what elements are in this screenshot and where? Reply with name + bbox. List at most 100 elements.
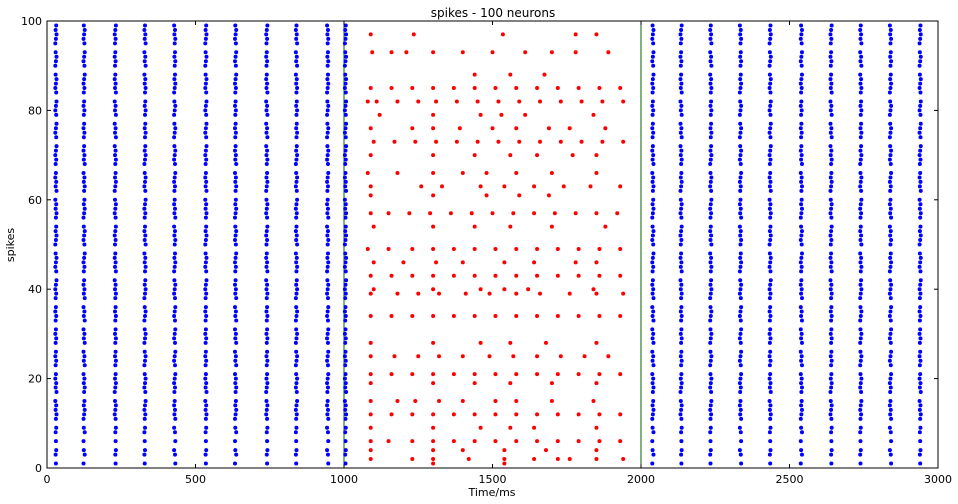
spike-point [678,32,683,37]
spike-point [294,425,299,430]
spike-point [678,242,683,247]
spike-point [264,153,269,158]
spike-point [859,264,864,269]
spike-point [265,305,270,310]
spike-point [561,184,566,189]
spike-point [532,457,537,462]
spike-point [532,425,537,430]
spike-point [368,439,373,444]
spike-point [113,287,118,292]
spike-point [53,398,58,403]
spike-point [344,233,349,238]
spike-point [799,233,804,238]
spike-point [264,430,269,435]
spike-point [173,296,178,301]
spike-point [799,358,804,363]
spike-point [295,331,300,336]
spike-point [768,179,773,184]
spike-point [343,215,348,220]
spike-point [142,340,147,345]
spike-point [859,54,864,59]
spike-point [678,77,683,82]
spike-point [887,381,892,386]
spike-point [53,81,58,86]
spike-point [233,425,238,430]
spike-point [858,282,863,287]
spike-point [917,264,922,269]
spike-point [738,242,743,247]
spike-point [293,229,298,234]
spike-point [410,314,415,319]
spike-point [767,331,772,336]
spike-point [264,72,269,77]
spike-point [918,372,923,377]
spike-point [651,242,656,247]
spike-point [264,255,269,260]
spike-point [294,121,299,126]
spike-point [679,291,684,296]
spike-point [172,398,177,403]
spike-point [606,50,611,55]
spike-point [204,336,209,341]
spike-point [651,175,656,180]
spike-point [493,246,498,251]
spike-point [325,331,330,336]
spike-point [342,86,347,91]
spike-point [295,130,300,135]
spike-point [767,130,772,135]
spike-point [798,372,803,377]
spike-point [325,144,330,149]
spike-point [172,153,177,158]
spike-point [142,349,147,354]
spike-point [431,273,436,278]
spike-point [295,376,300,381]
spike-point [326,103,331,108]
spike-point [113,229,118,234]
spike-point [523,50,528,55]
spike-point [496,139,501,144]
spike-point [888,340,893,345]
spike-point [708,36,713,41]
spike-point [576,314,581,319]
spike-point [618,412,623,417]
spike-point [325,188,330,193]
spike-point [650,112,655,117]
spike-point [606,354,611,359]
spike-point [767,175,772,180]
spike-point [82,363,87,368]
spike-point [708,206,713,211]
spike-point [798,81,803,86]
spike-point [204,90,209,95]
spike-point [293,318,298,323]
spike-point [828,278,833,283]
spike-point [829,170,834,175]
spike-point [264,412,269,417]
spike-point [53,251,58,256]
spike-point [889,439,894,444]
spike-point [768,224,773,229]
spike-point [233,336,238,341]
spike-point [859,32,864,37]
spike-point [708,336,713,341]
spike-point [265,36,270,41]
spike-point [767,184,772,189]
spike-point [828,197,833,202]
spike-point [829,260,834,265]
spike-point [343,251,348,256]
spike-point [173,439,178,444]
spike-point [294,215,299,220]
spike-point [828,390,833,395]
spike-point [395,398,400,403]
spike-point [112,255,117,260]
spike-point [203,296,208,301]
spike-point [53,349,58,354]
spike-point [82,211,87,216]
spike-point [233,135,238,140]
spike-point [708,349,713,354]
spike-point [888,206,893,211]
spike-point [708,318,713,323]
spike-point [203,41,208,46]
spike-point [859,412,864,417]
spike-point [460,354,465,359]
spike-point [535,372,540,377]
